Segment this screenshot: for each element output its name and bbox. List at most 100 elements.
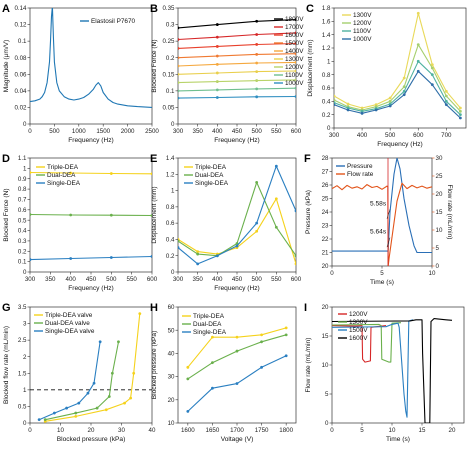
data-point	[178, 56, 180, 60]
x-tick-label: 500	[252, 128, 263, 135]
data-point	[215, 80, 219, 83]
data-point	[260, 333, 263, 337]
data-point	[117, 340, 120, 344]
x-tick-label: 2000	[121, 128, 135, 135]
data-point	[255, 70, 259, 74]
series-line	[45, 341, 120, 421]
y-tick-label: 1.2	[166, 171, 175, 178]
data-point	[294, 69, 296, 73]
legend-entry: Dual-DEA	[195, 172, 224, 179]
y-tick-label: 0.6	[18, 207, 27, 214]
y-tick-label: 1	[327, 58, 331, 65]
y-tick-label: 1.8	[322, 5, 331, 12]
y-tick-label: 0.1	[18, 38, 27, 45]
legend-entry: Triple-DEA valve	[45, 312, 93, 319]
data-point	[416, 69, 420, 73]
y-right-tick-label: 10	[436, 227, 443, 234]
y-tick-label: 21	[322, 250, 329, 257]
data-point	[92, 381, 96, 385]
x-tick-label: 600	[147, 276, 158, 283]
y-tick-label: 50	[168, 327, 175, 334]
data-point	[215, 23, 219, 26]
data-point	[104, 408, 108, 412]
legend-entry: 1000V	[353, 36, 372, 43]
data-point	[235, 335, 239, 339]
data-point	[274, 197, 278, 201]
series-line	[334, 12, 461, 109]
y-tick-label: 1.1	[18, 155, 27, 162]
data-point	[346, 102, 350, 106]
y-tick-label: 0.8	[322, 72, 331, 79]
x-tick-label: 700	[441, 132, 452, 139]
y-tick-label: 0.2	[18, 248, 27, 255]
y-axis-label: Magnitude (μm/V)	[3, 40, 10, 93]
data-point	[215, 88, 219, 92]
y-tick-label: 0	[23, 420, 27, 427]
legend-entry: 1300V	[353, 12, 372, 19]
data-point	[430, 63, 434, 67]
x-tick-label: 30	[118, 427, 125, 434]
y-tick-label: 1.2	[322, 45, 331, 52]
data-point	[294, 86, 296, 90]
x-tick-label: 500	[106, 276, 117, 283]
panel-label: A	[2, 3, 10, 15]
x-tick-label: 400	[212, 128, 223, 135]
y-tick-label: 0.9	[18, 176, 27, 183]
data-point	[235, 349, 239, 353]
data-point	[284, 354, 288, 358]
legend: Elastosil P7670	[80, 18, 135, 25]
y-tick-label: 0.04	[14, 88, 27, 95]
data-point	[260, 340, 263, 344]
data-point	[430, 73, 434, 77]
data-point	[458, 116, 462, 120]
data-point	[255, 33, 259, 36]
data-point	[74, 411, 78, 415]
x-tick-label: 1750	[255, 427, 269, 434]
panel-label: D	[2, 153, 10, 165]
x-tick-label: 550	[271, 128, 282, 135]
data-point	[346, 106, 350, 110]
x-tick-label: 400	[66, 276, 77, 283]
legend-entry: 1600V	[349, 335, 368, 342]
data-point	[215, 71, 219, 75]
legend-entry: 1000V	[285, 80, 304, 87]
data-point	[444, 103, 448, 107]
y-tick-label: 1	[23, 165, 27, 172]
data-point	[178, 81, 180, 84]
data-point	[235, 244, 239, 248]
y-tick-label: 0	[327, 125, 331, 132]
data-point	[458, 106, 462, 110]
legend-entry: Dual-DEA	[47, 172, 76, 179]
series-line	[332, 319, 414, 418]
data-point	[294, 254, 296, 258]
data-point	[30, 213, 32, 216]
legend-entry: Dual-DEA valve	[45, 320, 90, 327]
x-axis-label: Voltage (V)	[221, 436, 254, 443]
data-point	[69, 171, 73, 175]
data-point	[402, 76, 406, 80]
y-tick-label: 1	[171, 188, 175, 195]
y-tick-label: 0.35	[162, 5, 175, 12]
data-point	[74, 414, 78, 418]
x-tick-label: 2500	[145, 128, 159, 135]
legend-entry: 1400V	[285, 48, 304, 55]
legend-entry: Flow rate	[347, 171, 374, 178]
panel-label: C	[306, 3, 314, 15]
data-point	[388, 104, 392, 108]
data-point	[255, 229, 259, 233]
data-point	[30, 258, 32, 261]
series-line	[178, 70, 296, 75]
data-point	[86, 391, 90, 395]
x-axis-label: Frequency (Hz)	[214, 137, 259, 144]
data-point	[178, 246, 180, 249]
x-tick-label: 20	[449, 427, 456, 434]
data-point	[215, 54, 219, 58]
y-tick-label: 0	[325, 420, 329, 427]
data-point	[294, 95, 296, 98]
y-tick-label: 20	[168, 397, 175, 404]
data-point	[255, 53, 259, 56]
legend-entry: Pressure	[347, 163, 373, 170]
